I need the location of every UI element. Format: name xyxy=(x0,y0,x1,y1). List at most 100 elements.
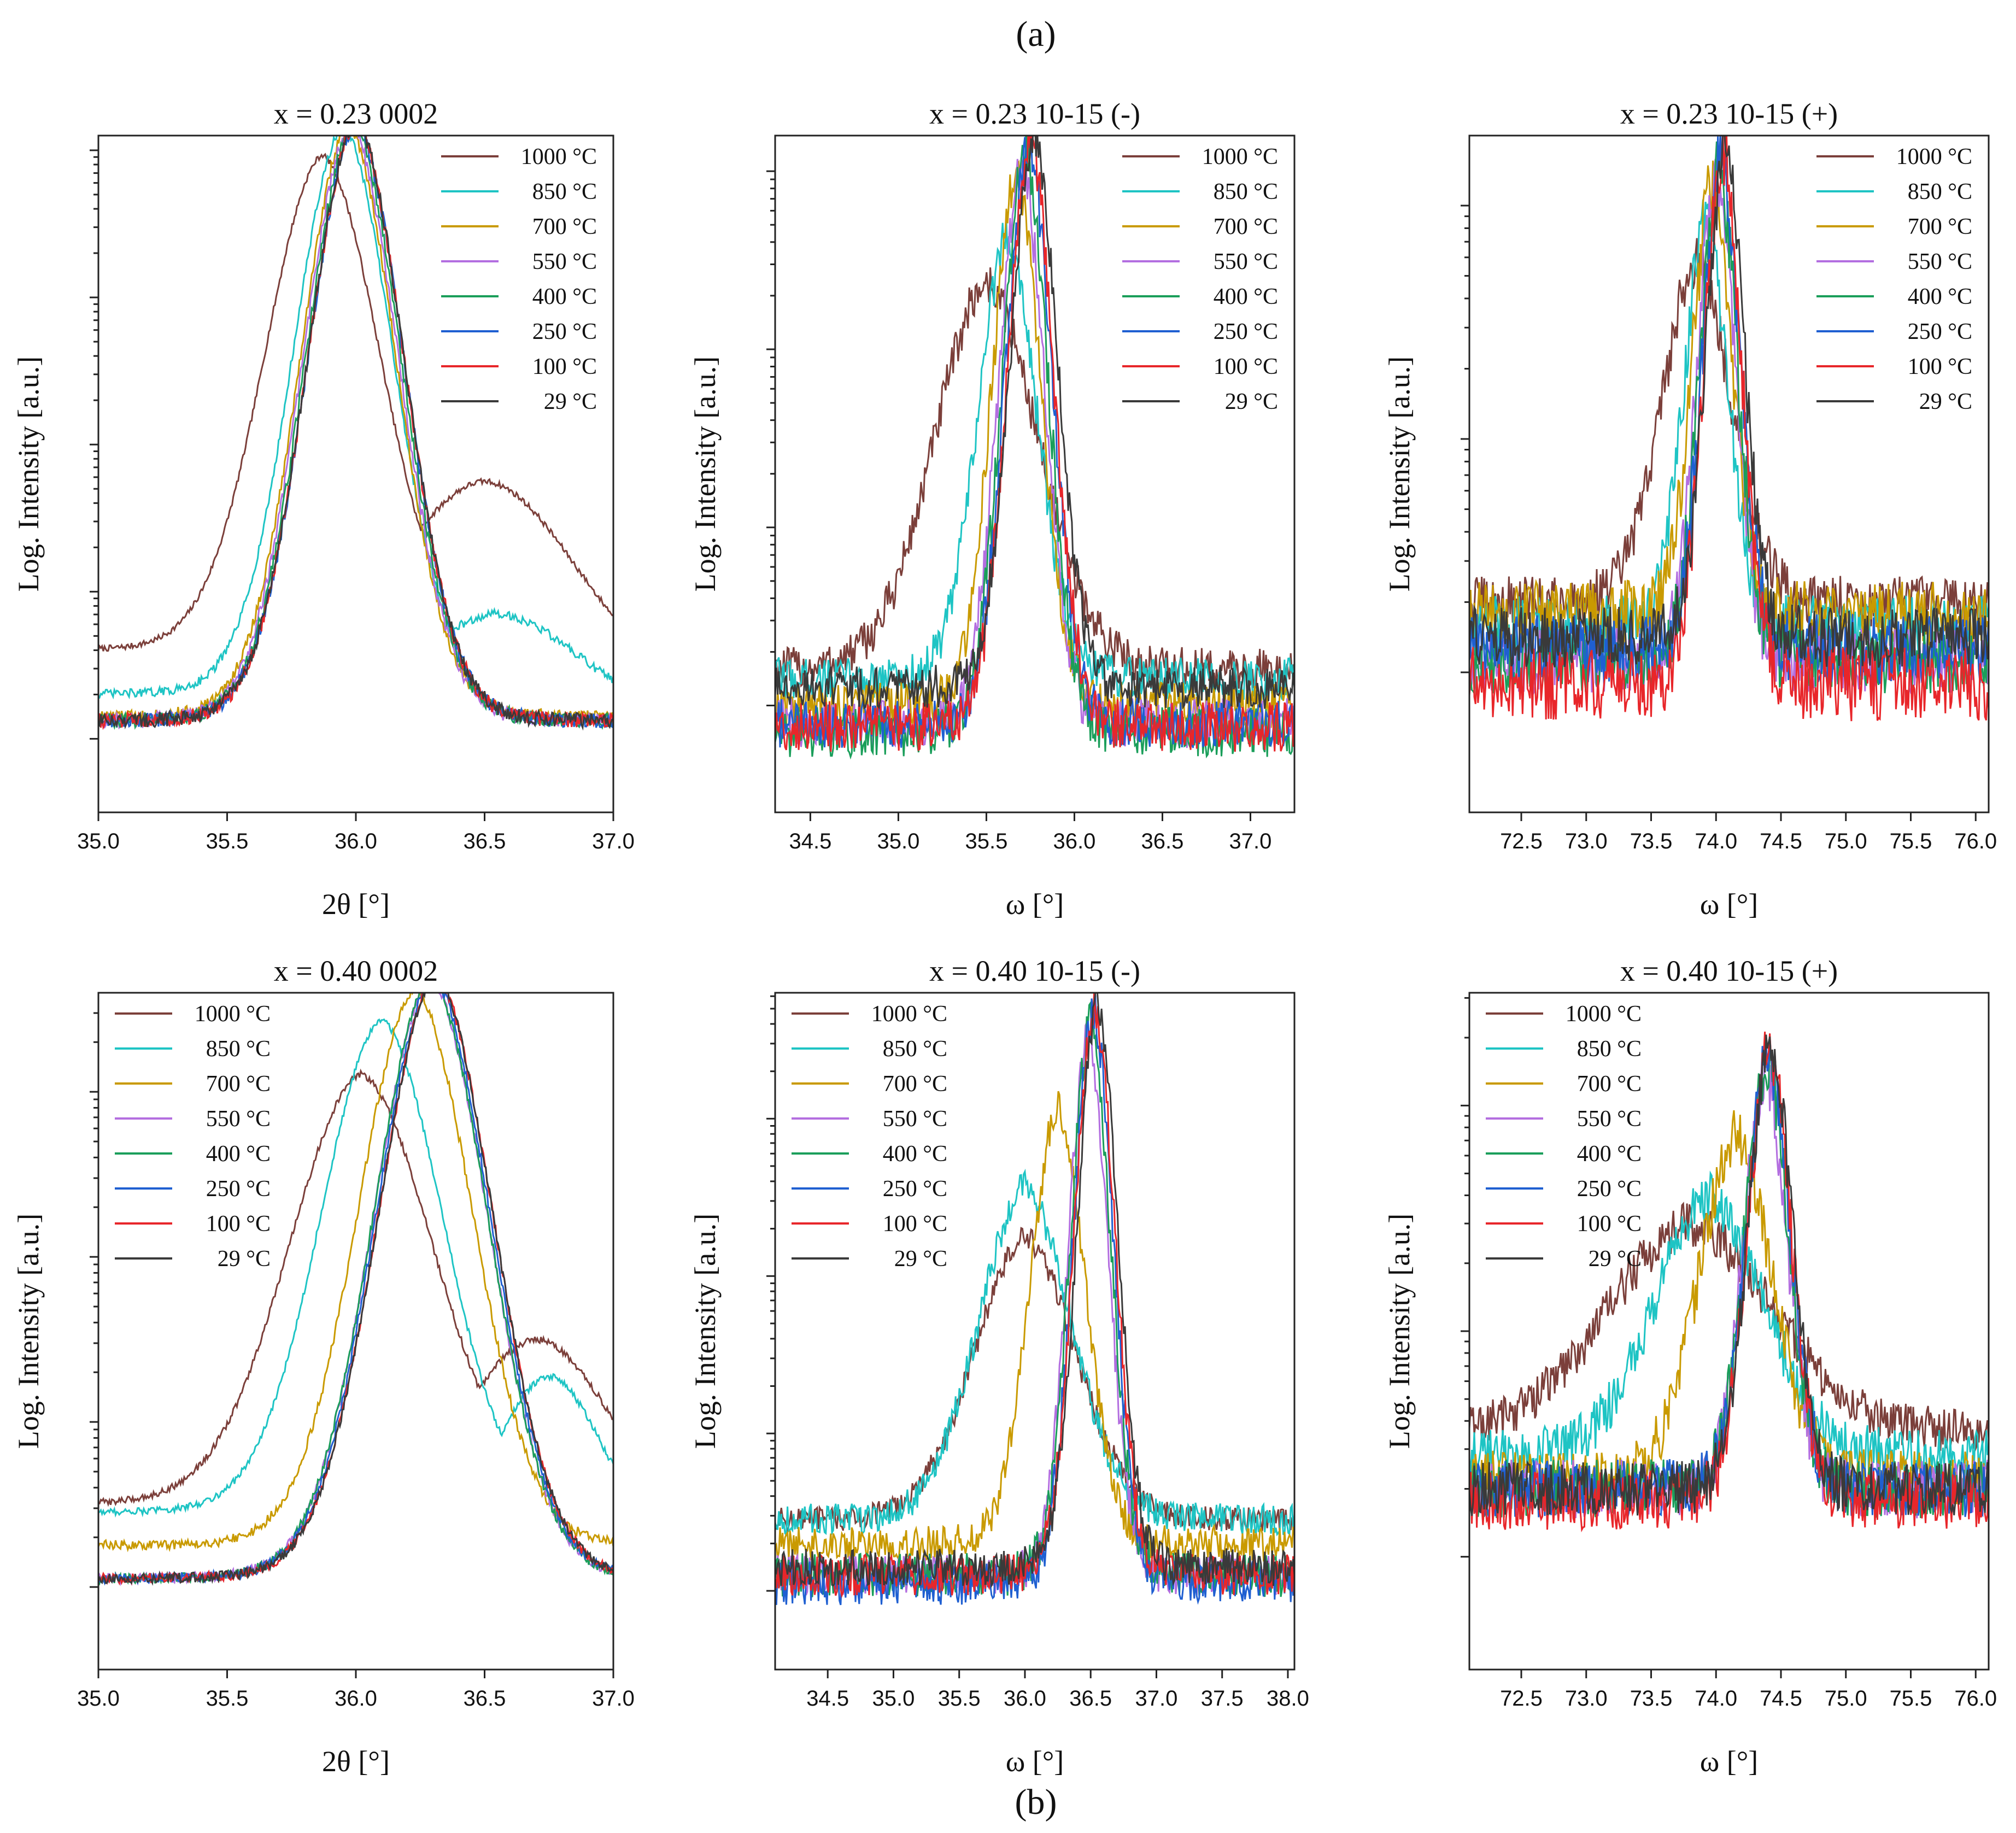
series-line-29c xyxy=(1469,136,1989,668)
legend-label: 700 °C xyxy=(206,1071,271,1097)
legend-label: 400 °C xyxy=(883,1141,947,1167)
series-line-29c xyxy=(775,136,1294,710)
x-tick-label: 34.5 xyxy=(789,829,831,853)
legend: 1000 °C 850 °C 700 °C 550 °C 400 °C 250 °C 100… xyxy=(115,1002,271,1272)
x-tick-label: 38.0 xyxy=(1267,1686,1309,1711)
x-axis-label: 2θ [°] xyxy=(322,888,390,921)
legend-label: 700 °C xyxy=(883,1071,947,1097)
series-line-1000c xyxy=(98,153,613,652)
chart-title: x = 0.40 10-15 (+) xyxy=(1620,954,1838,987)
series-group xyxy=(1469,136,1989,722)
chart-title: x = 0.23 10-15 (+) xyxy=(1620,97,1838,130)
series-line-700c xyxy=(98,993,613,1553)
series-line-100c xyxy=(775,136,1294,752)
series-line-850c xyxy=(1469,1170,1989,1479)
y-axis-label: Log. Intensity [a.u.] xyxy=(1383,1214,1416,1449)
legend-label: 550 °C xyxy=(1214,249,1278,274)
series-line-1000c xyxy=(98,1068,613,1507)
legend-label: 550 °C xyxy=(1577,1106,1642,1132)
legend-label: 400 °C xyxy=(1214,284,1278,309)
series-line-850c xyxy=(98,136,613,700)
series-line-100c xyxy=(98,136,613,730)
x-tick-label: 36.0 xyxy=(1004,1686,1046,1711)
plot-frame xyxy=(774,992,1296,1671)
x-tick-label: 73.5 xyxy=(1630,1686,1673,1711)
x-tick-label: 37.0 xyxy=(1229,829,1272,853)
x-tick-label: 36.0 xyxy=(335,829,377,853)
legend-label: 250 °C xyxy=(1214,319,1278,344)
legend-label: 400 °C xyxy=(1908,284,1972,309)
series-group xyxy=(775,993,1294,1606)
x-tick-label: 35.0 xyxy=(877,829,919,853)
x-tick-label: 34.5 xyxy=(806,1686,849,1711)
chart-panel-3: 72.5 73.0 73.5 74.0 74.5 75.0 75.5 76.0 x = 0.23… xyxy=(1383,97,1997,921)
x-tick-label: 37.0 xyxy=(592,1686,635,1711)
x-tick-label: 72.5 xyxy=(1500,1686,1543,1711)
legend-label: 1000 °C xyxy=(195,1002,271,1027)
legend-label: 850 °C xyxy=(1577,1036,1642,1062)
legend-label: 400 °C xyxy=(1577,1141,1642,1167)
legend-label: 850 °C xyxy=(883,1036,947,1062)
legend-label: 1000 °C xyxy=(871,1002,947,1027)
legend-label: 850 °C xyxy=(1908,179,1972,204)
legend-label: 250 °C xyxy=(532,319,597,344)
chart-panel-2: 34.5 35.0 35.5 36.0 36.5 37.0 x = 0.23 10-15 (… xyxy=(689,97,1296,921)
chart-title: x = 0.40 0002 xyxy=(274,954,438,987)
series-line-400c xyxy=(775,136,1294,760)
legend-label: 250 °C xyxy=(1577,1176,1642,1202)
legend-label: 700 °C xyxy=(1908,214,1972,239)
legend-label: 250 °C xyxy=(1908,319,1972,344)
legend: 1000 °C 850 °C 700 °C 550 °C 400 °C 250 °C 100… xyxy=(441,144,597,414)
chart-panels: 35.0 35.5 36.0 36.5 37.0 x = 0.23 0002 2θ [°] L… xyxy=(12,97,1997,1778)
legend-label: 250 °C xyxy=(206,1176,271,1202)
legend-label: 100 °C xyxy=(532,354,597,379)
series-line-29c xyxy=(775,993,1294,1589)
legend-label: 29 °C xyxy=(1589,1246,1642,1272)
x-tick-label: 35.0 xyxy=(872,1686,915,1711)
series-line-29c xyxy=(98,136,613,731)
plot-frame xyxy=(1468,992,1990,1671)
legend-label: 250 °C xyxy=(883,1176,947,1202)
series-line-250c xyxy=(775,136,1294,748)
series-line-250c xyxy=(98,136,613,729)
series-line-700c xyxy=(1469,160,1989,647)
legend-label: 850 °C xyxy=(1214,179,1278,204)
legend: 1000 °C 850 °C 700 °C 550 °C 400 °C 250 °C 100… xyxy=(1816,144,1972,414)
x-tick-label: 73.0 xyxy=(1565,829,1608,853)
x-axis-label: ω [°] xyxy=(1700,888,1759,921)
series-line-550c xyxy=(98,136,613,730)
x-tick-label: 36.5 xyxy=(1141,829,1184,853)
x-tick-label: 36.0 xyxy=(1053,829,1096,853)
legend: 1000 °C 850 °C 700 °C 550 °C 400 °C 250 °C 100… xyxy=(792,1002,947,1272)
legend-label: 700 °C xyxy=(1214,214,1278,239)
x-axis-label: ω [°] xyxy=(1006,888,1064,921)
x-tick-label: 73.0 xyxy=(1565,1686,1608,1711)
series-line-100c xyxy=(775,993,1294,1598)
series-line-1000c xyxy=(775,1227,1294,1532)
x-tick-label: 36.5 xyxy=(464,829,506,853)
legend: 1000 °C 850 °C 700 °C 550 °C 400 °C 250 °C 100… xyxy=(1486,1002,1642,1272)
series-line-700c xyxy=(98,136,613,724)
x-tick-label: 75.0 xyxy=(1825,829,1867,853)
series-line-400c xyxy=(98,993,613,1586)
chart-panel-6: 72.5 73.0 73.5 74.0 74.5 75.0 75.5 76.0 x = 0.40… xyxy=(1383,954,1997,1778)
legend-label: 100 °C xyxy=(883,1211,947,1237)
x-tick-label: 35.5 xyxy=(965,829,1008,853)
x-axis-label: ω [°] xyxy=(1006,1745,1064,1778)
series-group xyxy=(98,136,613,731)
x-tick-label: 74.5 xyxy=(1760,1686,1802,1711)
x-tick-label: 35.5 xyxy=(206,1686,249,1711)
legend-label: 1000 °C xyxy=(1896,144,1972,169)
y-axis-label: Log. Intensity [a.u.] xyxy=(1383,356,1416,592)
x-axis-label: ω [°] xyxy=(1700,1745,1759,1778)
chart-panel-4: 35.0 35.5 36.0 36.5 37.0 x = 0.40 0002 2θ [°] L… xyxy=(12,954,635,1778)
x-tick-label: 74.5 xyxy=(1760,829,1802,853)
x-tick-label: 37.5 xyxy=(1201,1686,1244,1711)
legend-label: 400 °C xyxy=(532,284,597,309)
series-line-850c xyxy=(98,1018,613,1518)
x-tick-label: 36.0 xyxy=(335,1686,377,1711)
legend-label: 29 °C xyxy=(1919,389,1972,414)
legend-label: 1000 °C xyxy=(1566,1002,1642,1027)
legend-label: 550 °C xyxy=(1908,249,1972,274)
x-tick-label: 75.0 xyxy=(1825,1686,1867,1711)
